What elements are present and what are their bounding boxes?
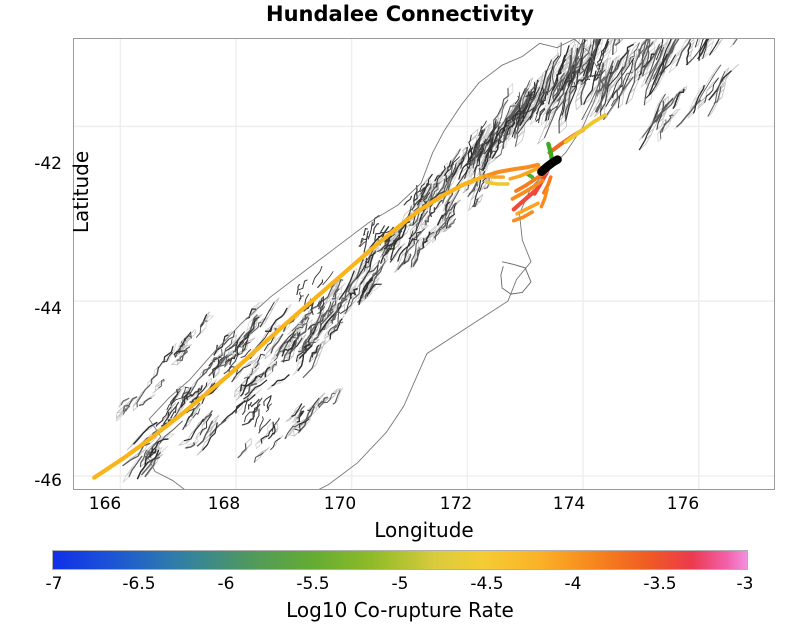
- source-fault-hundalee: [537, 155, 562, 177]
- ytick-label: -44: [34, 299, 62, 319]
- ytick-label: -42: [34, 154, 62, 174]
- corupture-trace: [539, 187, 549, 209]
- colorbar-tick-label: -6.5: [122, 574, 156, 594]
- corupture-trace: [546, 141, 555, 162]
- corupture-trace: [484, 174, 505, 179]
- yaxis-title-wrap: Latitude: [69, 107, 93, 277]
- ytick-label: -46: [34, 471, 62, 491]
- map-plot-area: [73, 38, 775, 490]
- corupture-trace: [511, 187, 539, 212]
- hundalee-source-fault-trace: [537, 155, 562, 177]
- corupture-trace: [515, 201, 540, 216]
- colorbar-tick-label: -4.5: [470, 574, 504, 594]
- colorbar-tick-label: -6: [217, 574, 235, 594]
- colorbar-tick-label: -5: [391, 574, 409, 594]
- xaxis-title: Longitude: [374, 518, 474, 542]
- xtick-label: 166: [88, 494, 122, 514]
- figure-title: Hundalee Connectivity: [266, 2, 534, 26]
- xtick-label: 172: [439, 494, 473, 514]
- xtick-label: 170: [323, 494, 357, 514]
- colorbar-tick-label: -5.5: [296, 574, 330, 594]
- xtick-label: 176: [666, 494, 700, 514]
- corupture-fault-traces: [92, 113, 607, 480]
- corupture-trace: [508, 165, 542, 181]
- corupture-trace: [485, 180, 510, 186]
- corupture-trace: [526, 172, 535, 180]
- gridlines: [74, 39, 774, 489]
- colorbar-gradient: [53, 551, 747, 569]
- fault-traces-background: [120, 39, 738, 480]
- colorbar-tick-label: -7: [45, 574, 63, 594]
- corupture-trace: [510, 178, 545, 201]
- corupture-trace: [511, 210, 534, 223]
- fault-map-svg: [74, 39, 774, 489]
- coastline: [145, 39, 601, 489]
- colorbar-tick-label: -3: [736, 574, 754, 594]
- xtick-label: 174: [552, 494, 586, 514]
- yaxis-title: Latitude: [69, 150, 93, 234]
- corupture-trace: [269, 174, 487, 339]
- corupture-trace: [92, 334, 274, 480]
- colorbar-tick-label: -4: [564, 574, 582, 594]
- corupture-trace: [482, 162, 540, 179]
- corupture-trace: [563, 113, 607, 144]
- colorbar: [52, 550, 748, 570]
- colorbar-title: Log10 Co-rupture Rate: [286, 598, 514, 622]
- xtick-label: 168: [207, 494, 241, 514]
- colorbar-tick-label: -3.5: [643, 574, 677, 594]
